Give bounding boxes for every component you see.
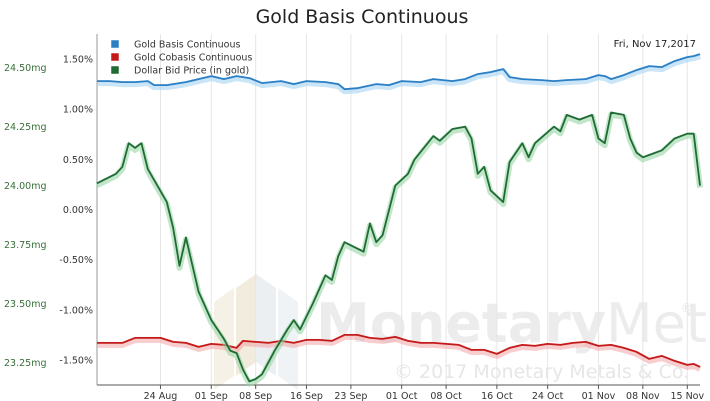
price-tick-24-50mg: 24.50mg <box>4 63 46 74</box>
legend-swatch-gold-cobasis-continuous <box>110 52 120 62</box>
legend-swatch-dollar-bid-price-in-gold <box>110 65 120 75</box>
x-tick-label-24-aug: 24 Aug <box>144 391 178 401</box>
series-gold-cobasis-continuous <box>97 333 702 372</box>
percent-tick-1-00: 1.00% <box>63 105 93 116</box>
price-tick-23-25mg: 23.25mg <box>4 358 46 369</box>
percent-tick-0-50: -0.50% <box>59 255 93 266</box>
x-axis: 24 Aug 01 Sep 08 Sep 16 Sep 23 Sep 01 Oct 08 O… <box>144 385 705 401</box>
percent-axis: 1.50% 1.00% 0.50% 0.00% -0.50% -1.00% -1.50% <box>59 55 93 367</box>
x-tick-label-08-sep: 08 Sep <box>239 391 272 401</box>
legend-label-gold-basis-continuous: Gold Basis Continuous <box>134 40 240 51</box>
price-tick-23-75mg: 23.75mg <box>4 240 46 251</box>
chart-title: Gold Basis Continuous <box>256 6 469 28</box>
series-glow-gold-cobasis-continuous <box>97 333 702 372</box>
date-label: Fri, Nov 17,2017 <box>614 39 696 50</box>
price-tick-24-00mg: 24.00mg <box>4 181 46 192</box>
series-dollar-bid-price-in-gold <box>95 111 703 387</box>
percent-tick-1-50: -1.50% <box>59 355 93 366</box>
percent-tick-1-50: 1.50% <box>63 55 93 66</box>
x-tick-label-16-sep: 16 Sep <box>290 391 323 401</box>
series-line-dollar-bid-price-in-gold <box>96 111 701 383</box>
x-tick-label-01-sep: 01 Sep <box>195 391 228 401</box>
percent-tick-0-50: 0.50% <box>63 155 93 166</box>
x-tick-label-15-nov: 15 Nov <box>670 391 704 401</box>
x-tick-label-08-oct: 08 Oct <box>430 391 462 401</box>
percent-tick-1-00: -1.00% <box>59 305 93 316</box>
x-tick-label-16-oct: 16 Oct <box>481 391 513 401</box>
x-tick-label-23-sep: 23 Sep <box>334 391 367 401</box>
price-tick-23-50mg: 23.50mg <box>4 299 46 310</box>
price-tick-24-25mg: 24.25mg <box>4 122 46 133</box>
series-layer <box>95 53 703 387</box>
legend-label-dollar-bid-price-in-gold: Dollar Bid Price (in gold) <box>134 66 249 77</box>
x-tick-label-01-nov: 01 Nov <box>582 391 616 401</box>
series-line-gold-cobasis-continuous <box>97 334 701 368</box>
legend: Gold Basis Continuous Gold Cobasis Contin… <box>110 39 252 77</box>
percent-tick-0-00: 0.00% <box>63 205 93 216</box>
series-gold-basis-continuous <box>97 53 701 95</box>
x-tick-label-01-oct: 01 Oct <box>386 391 418 401</box>
left-price-axis: 24.50mg 24.25mg 24.00mg 23.75mg 23.50mg 23.25… <box>4 63 46 369</box>
x-tick-label-24-oct: 24 Oct <box>532 391 564 401</box>
x-tick-label-08-nov: 08 Nov <box>626 391 660 401</box>
series-line-gold-basis-continuous <box>97 53 701 91</box>
series-glow-gold-basis-continuous <box>97 53 701 95</box>
watermark-copyright: © 2017 Monetary Metals & Co. <box>394 361 689 383</box>
legend-swatch-gold-basis-continuous <box>110 39 120 49</box>
legend-label-gold-cobasis-continuous: Gold Cobasis Continuous <box>134 53 252 64</box>
